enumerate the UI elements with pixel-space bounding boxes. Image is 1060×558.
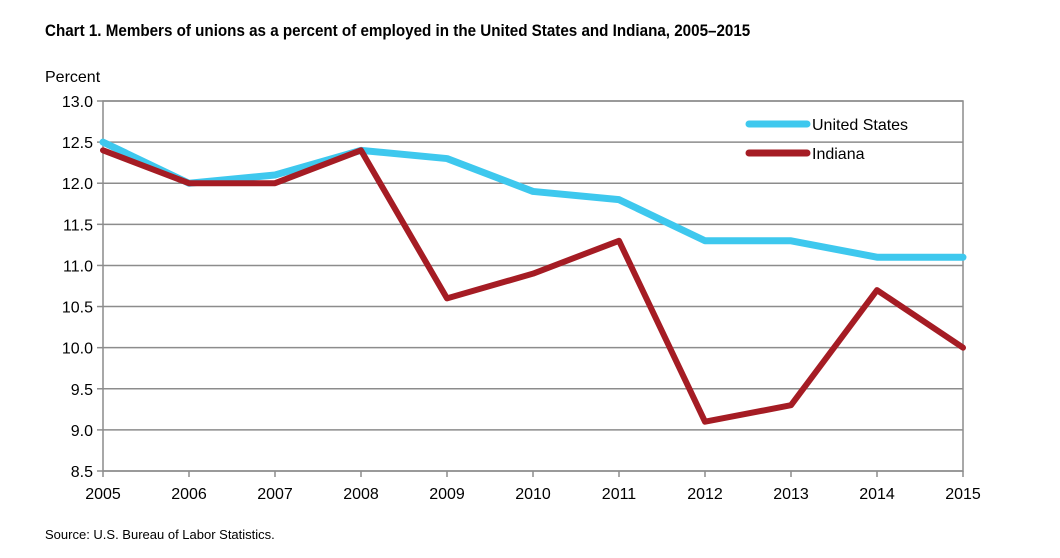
legend-label: Indiana	[812, 146, 865, 163]
x-tick-label: 2011	[602, 486, 637, 503]
x-tick-label: 2007	[257, 486, 293, 503]
y-tick-label: 10.5	[62, 300, 93, 317]
y-axis-label: Percent	[45, 69, 101, 86]
chart-title: Chart 1. Members of unions as a percent …	[45, 22, 751, 40]
x-tick-label: 2012	[687, 486, 723, 503]
legend-label: United States	[812, 117, 908, 134]
y-tick-label: 10.0	[62, 341, 93, 358]
y-tick-label: 11.5	[63, 217, 93, 234]
x-tick-label: 2013	[773, 486, 809, 503]
y-tick-label: 9.0	[71, 423, 93, 440]
x-tick-label: 2008	[343, 486, 379, 503]
y-tick-label: 9.5	[71, 382, 93, 399]
x-tick-label: 2009	[429, 486, 465, 503]
x-tick-label: 2005	[85, 486, 121, 503]
y-tick-label: 12.0	[62, 176, 93, 193]
source-note: Source: U.S. Bureau of Labor Statistics.	[45, 527, 275, 542]
x-tick-label: 2010	[515, 486, 551, 503]
y-tick-label: 11.0	[63, 258, 93, 275]
x-tick-label: 2014	[859, 486, 895, 503]
y-tick-label: 8.5	[71, 464, 93, 481]
y-tick-label: 12.5	[62, 135, 93, 152]
y-tick-label: 13.0	[62, 94, 93, 111]
x-tick-label: 2015	[945, 486, 981, 503]
x-tick-label: 2006	[171, 486, 207, 503]
